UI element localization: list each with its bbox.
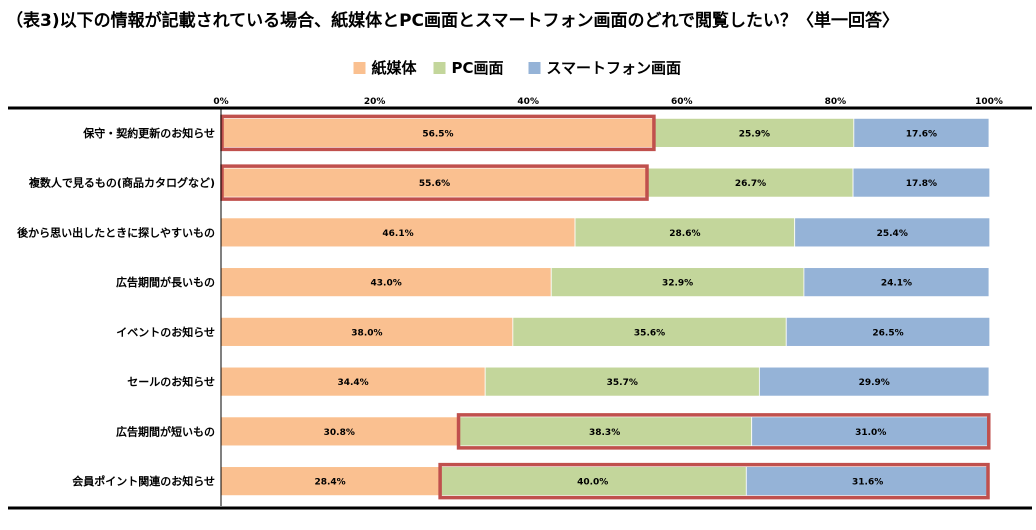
data-label-3-0: 43.0% xyxy=(371,279,402,289)
data-label-6-1: 38.3% xyxy=(589,428,620,438)
x-tick-label-1: 20% xyxy=(364,97,386,107)
bar-3-0 xyxy=(220,267,552,298)
highlight-frame-6 xyxy=(456,413,991,450)
data-label-5-0: 34.4% xyxy=(337,378,368,388)
data-label-0-0: 56.5% xyxy=(422,129,453,139)
x-axis-ticks: 0% 20% 40% 60% 80% 100% xyxy=(213,97,1003,107)
category-label-2: 後から思い出したときに探しやすいもの xyxy=(17,225,215,239)
axes xyxy=(8,106,1032,510)
data-label-7-0: 28.4% xyxy=(314,478,345,488)
data-label-3-2: 24.1% xyxy=(881,279,912,289)
category-label-7: 会員ポイント関連のお知らせ xyxy=(72,474,215,488)
x-tick-label-5: 100% xyxy=(975,97,1003,107)
bar-4-2 xyxy=(785,316,991,347)
data-label-4-2: 26.5% xyxy=(872,328,903,338)
bar-2-1 xyxy=(574,217,796,248)
bar-0-1 xyxy=(654,117,855,148)
bar-0-2 xyxy=(853,117,990,148)
highlight-frame-7 xyxy=(438,462,990,500)
x-tick-label-3: 60% xyxy=(671,97,693,107)
data-label-0-1: 25.9% xyxy=(739,129,770,139)
bar-3-1 xyxy=(550,267,805,298)
legend-swatch-1 xyxy=(433,62,446,74)
legend-label-0: 紙媒体 xyxy=(372,59,418,77)
legend: 紙媒体 PC画面 スマートフォン画面 xyxy=(353,59,682,77)
category-label-3: 広告期間が長いもの xyxy=(116,275,215,289)
category-label-1: 複数人で見るもの(商品カタログなど) xyxy=(28,176,215,190)
legend-swatch-0 xyxy=(353,62,366,74)
category-label-5: セールのお知らせ xyxy=(127,375,215,389)
data-label-1-1: 26.7% xyxy=(735,179,766,189)
legend-label-1: PC画面 xyxy=(452,59,504,77)
data-label-7-1: 40.0% xyxy=(577,478,608,488)
data-label-1-2: 17.8% xyxy=(906,179,937,189)
data-label-2-0: 46.1% xyxy=(382,229,413,239)
bar-2-2 xyxy=(794,217,991,248)
data-label-7-2: 31.6% xyxy=(852,478,883,488)
data-label-4-1: 35.6% xyxy=(634,328,665,338)
bar-7-2 xyxy=(745,466,990,497)
data-label-5-1: 35.7% xyxy=(607,378,638,388)
data-label-6-2: 31.0% xyxy=(855,428,886,438)
bar-1-2 xyxy=(852,167,991,198)
bar-6-0 xyxy=(220,416,458,447)
x-tick-label-4: 80% xyxy=(825,97,847,107)
legend-label-2: スマートフォン画面 xyxy=(547,59,682,77)
highlight-frame-0 xyxy=(220,114,656,152)
data-label-3-1: 32.9% xyxy=(662,279,693,289)
data-label-0-2: 17.6% xyxy=(906,129,937,139)
highlight-frames xyxy=(220,114,991,500)
legend-swatch-2 xyxy=(528,62,541,74)
bar-rows: 保守・契約更新のお知らせ 56.5% 25.9% 17.6% 複数人で見るもの(商品カタ… xyxy=(17,117,991,497)
bar-1-1 xyxy=(647,167,854,198)
data-label-1-0: 55.6% xyxy=(419,179,450,189)
bar-5-2 xyxy=(758,366,990,397)
bar-4-0 xyxy=(220,316,514,347)
category-label-6: 広告期間が短いもの xyxy=(116,424,215,438)
data-label-6-0: 30.8% xyxy=(324,428,355,438)
data-label-5-2: 29.9% xyxy=(859,378,890,388)
data-label-2-1: 28.6% xyxy=(669,229,700,239)
bar-4-1 xyxy=(512,316,787,347)
x-tick-label-2: 40% xyxy=(517,97,539,107)
data-label-2-2: 25.4% xyxy=(877,229,908,239)
chart-title: （表3)以下の情報が記載されている場合、紙媒体とPC画面とスマートフォン画面のど… xyxy=(6,11,900,31)
highlight-frame-1 xyxy=(220,164,649,201)
data-label-4-0: 38.0% xyxy=(351,328,382,338)
bar-7-0 xyxy=(220,466,440,497)
bar-2-0 xyxy=(220,217,576,248)
category-label-4: イベントのお知らせ xyxy=(116,325,215,339)
bar-3-2 xyxy=(803,267,990,298)
x-tick-label-0: 0% xyxy=(213,97,228,107)
category-label-0: 保守・契約更新のお知らせ xyxy=(82,126,215,140)
